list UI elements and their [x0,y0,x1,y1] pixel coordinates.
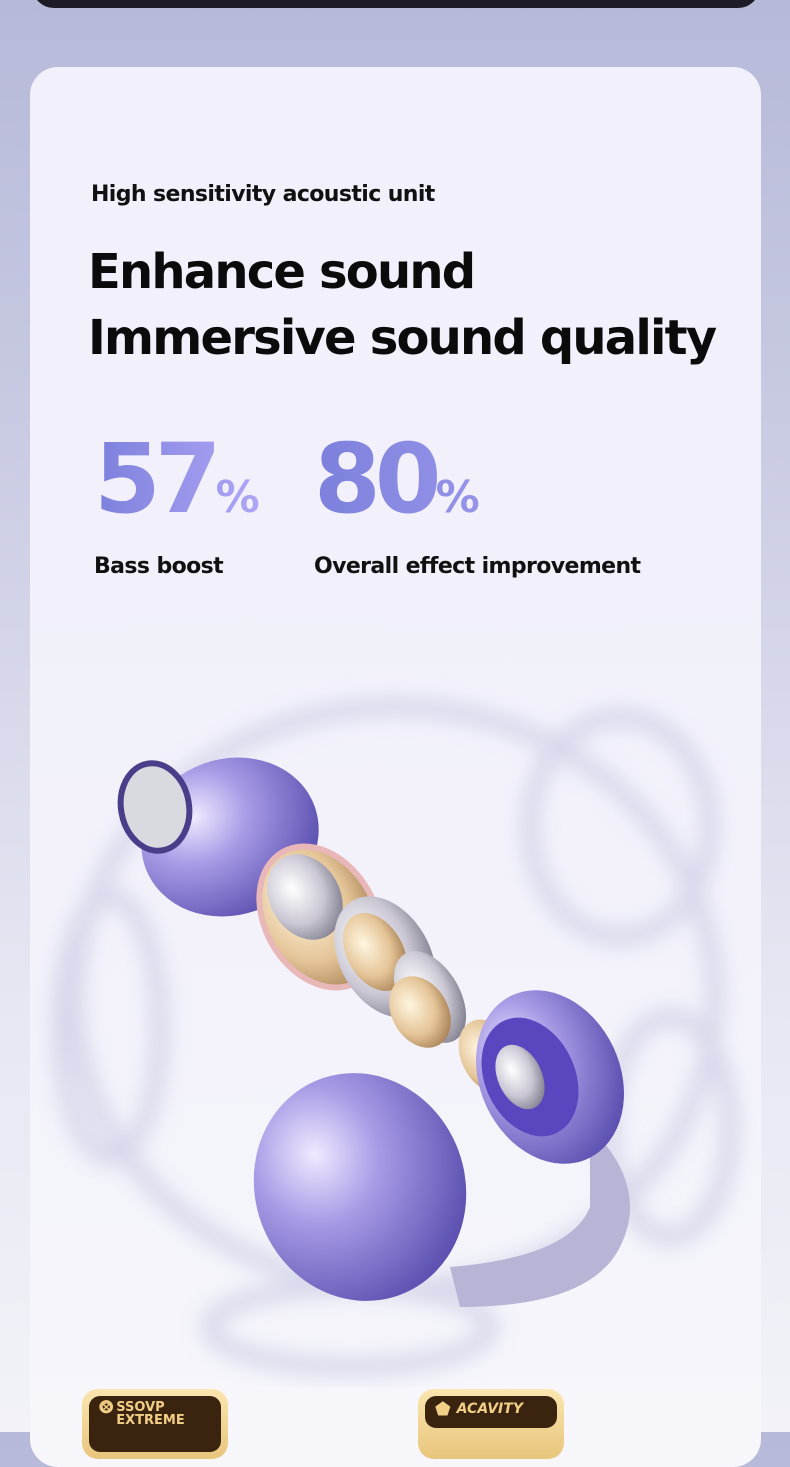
section-subtitle: High sensitivity acoustic unit [91,182,435,207]
earbud-rear-shell [253,990,630,1307]
stat-overall-effect: 80% Overall effect improvement [314,429,641,579]
badge-line-2: EXTREME [116,1413,185,1428]
headline-line-2: Immersive sound quality [88,310,717,366]
stat-unit: % [435,472,480,523]
badge-text: ACAVITY [456,1401,523,1417]
stat-bass-boost: 57% Bass boost [94,429,260,579]
exploded-earbud-image [51,698,739,1376]
previous-section-edge [32,0,760,8]
feature-card: High sensitivity acoustic unit Enhance s… [30,67,761,1467]
headline-line-1: Enhance sound [88,244,476,300]
pentagon-logo-icon: ⬟ [435,1399,451,1420]
stat-label: Overall effect improvement [314,554,641,579]
acavity-badge: ⬟ ACAVITY [418,1389,564,1459]
stat-value: 57 [94,423,216,535]
stat-value: 80 [314,423,436,535]
sound-arc-icon: ⨷ [99,1397,114,1418]
badge-line-1: SSOVP [116,1400,165,1415]
stat-unit: % [215,472,260,523]
ssovp-extreme-badge: ⨷ SSOVP EXTREME [82,1389,228,1459]
stat-label: Bass boost [94,554,224,579]
headline: Enhance sound Immersive sound quality [88,239,717,371]
